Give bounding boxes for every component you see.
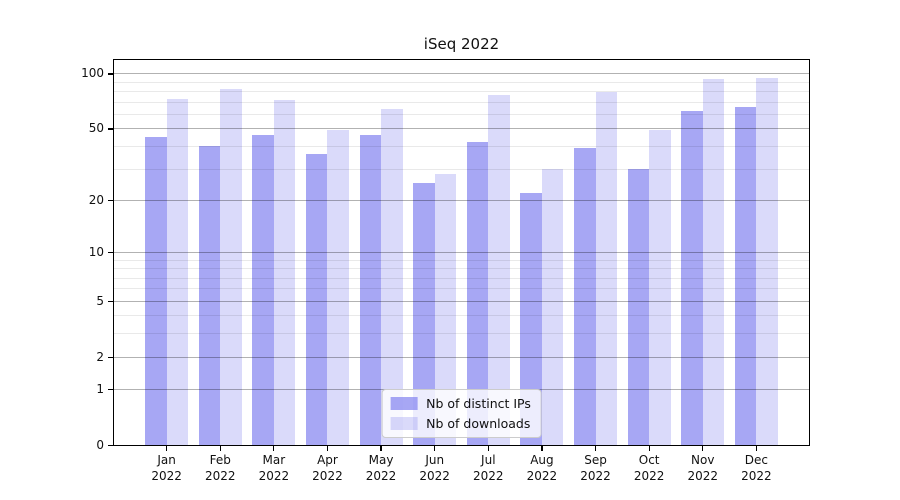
y-tick-label: 1	[96, 382, 104, 397]
gridline-major	[114, 128, 809, 130]
bar-distinct-ips-oct	[627, 168, 650, 445]
bar-downloads-jun	[434, 173, 457, 445]
bar-distinct-ips-mar	[252, 135, 274, 445]
y-tick-mark	[108, 251, 113, 254]
y-tick-mark	[108, 128, 113, 130]
y-tick-label: 2	[96, 349, 104, 364]
x-tick-label: Mar 2022	[258, 453, 290, 483]
bar-downloads-feb	[220, 89, 242, 445]
bar-downloads-jul	[488, 95, 510, 445]
bar-distinct-ips-jan	[145, 136, 167, 445]
bar-downloads-aug	[541, 168, 564, 445]
x-tick-mark	[166, 446, 168, 451]
x-tick-mark	[702, 446, 704, 451]
gridline-minor	[114, 146, 809, 148]
y-tick-label: 5	[96, 293, 104, 308]
x-tick-mark	[487, 446, 489, 451]
x-tick-label: Jun 2022	[419, 453, 450, 483]
x-tick-mark	[434, 446, 436, 451]
gridline-major	[114, 73, 809, 75]
x-tick-label: May 2022	[365, 453, 397, 483]
x-tick-mark	[380, 446, 382, 451]
y-tick-mark	[108, 389, 113, 391]
bar-downloads-dec	[756, 77, 778, 445]
legend-label-downloads: Nb of downloads	[426, 416, 531, 431]
bar-distinct-ips-jun	[413, 182, 435, 445]
x-tick-mark	[755, 446, 757, 451]
gridline-minor	[114, 288, 809, 290]
x-tick-label: Feb 2022	[204, 453, 236, 483]
y-tick-label: 0	[96, 438, 104, 452]
x-tick-mark	[648, 446, 650, 451]
bar-downloads-apr	[327, 130, 349, 445]
bar-distinct-ips-sep	[574, 148, 596, 445]
x-tick-mark	[541, 446, 543, 451]
y-tick-label: 10	[88, 244, 104, 259]
y-tick-mark	[108, 73, 113, 75]
y-tick-mark	[108, 445, 113, 447]
x-tick-label: Jan 2022	[151, 453, 182, 483]
legend-swatch-downloads	[390, 417, 418, 430]
x-tick-mark	[326, 446, 329, 451]
gridline-minor	[114, 259, 809, 261]
bar-downloads-jan	[166, 98, 189, 445]
legend-swatch-distinct-ips	[390, 397, 418, 410]
gridline-minor	[114, 91, 809, 93]
plot-area: Nb of distinct IPs Nb of downloads	[113, 59, 810, 446]
x-tick-label: Sep 2022	[580, 453, 611, 483]
x-tick-label: Oct 2022	[633, 453, 665, 483]
x-tick-mark	[594, 446, 597, 451]
gridline-minor	[114, 277, 809, 279]
gridline-minor	[114, 101, 809, 103]
bar-downloads-sep	[595, 92, 617, 445]
gridline-minor	[114, 168, 809, 170]
x-tick-label: Jul 2022	[473, 453, 504, 483]
gridline-minor	[114, 81, 809, 83]
legend-label-distinct-ips: Nb of distinct IPs	[426, 396, 531, 411]
bar-distinct-ips-apr	[306, 154, 328, 445]
y-tick-label: 50	[88, 121, 104, 136]
bar-distinct-ips-nov	[681, 111, 703, 445]
bar-distinct-ips-may	[359, 135, 382, 445]
gridline-minor	[114, 114, 809, 116]
x-tick-label: Nov 2022	[687, 453, 719, 483]
legend-item-downloads: Nb of downloads	[390, 416, 531, 431]
bar-distinct-ips-dec	[734, 106, 757, 445]
gridline-minor	[114, 315, 809, 317]
y-tick-mark	[108, 356, 113, 358]
bar-downloads-mar	[273, 99, 296, 445]
gridline-minor	[114, 333, 809, 335]
x-tick-mark	[273, 446, 275, 451]
legend-item-distinct-ips: Nb of distinct IPs	[390, 396, 531, 411]
bar-distinct-ips-jul	[466, 142, 489, 445]
gridline-major	[114, 356, 809, 358]
bar-downloads-nov	[702, 79, 725, 445]
x-tick-mark	[219, 446, 221, 451]
y-tick-label: 20	[88, 192, 104, 207]
y-tick-label: 100	[81, 66, 104, 81]
y-tick-mark	[108, 199, 113, 202]
x-tick-label: Apr 2022	[312, 453, 343, 483]
gridline-major	[114, 251, 809, 253]
gridline-minor	[114, 268, 809, 270]
y-tick-mark	[108, 300, 113, 302]
gridline-major	[114, 199, 809, 201]
bar-downloads-oct	[649, 130, 671, 445]
gridline-major	[114, 300, 809, 302]
x-tick-label: Dec 2022	[741, 453, 772, 483]
legend: Nb of distinct IPs Nb of downloads	[381, 389, 542, 438]
bar-distinct-ips-feb	[198, 146, 221, 445]
bar-distinct-ips-aug	[520, 192, 542, 445]
chart-title: iSeq 2022	[423, 35, 500, 53]
x-tick-label: Aug 2022	[526, 453, 558, 483]
bar-downloads-may	[381, 108, 403, 445]
